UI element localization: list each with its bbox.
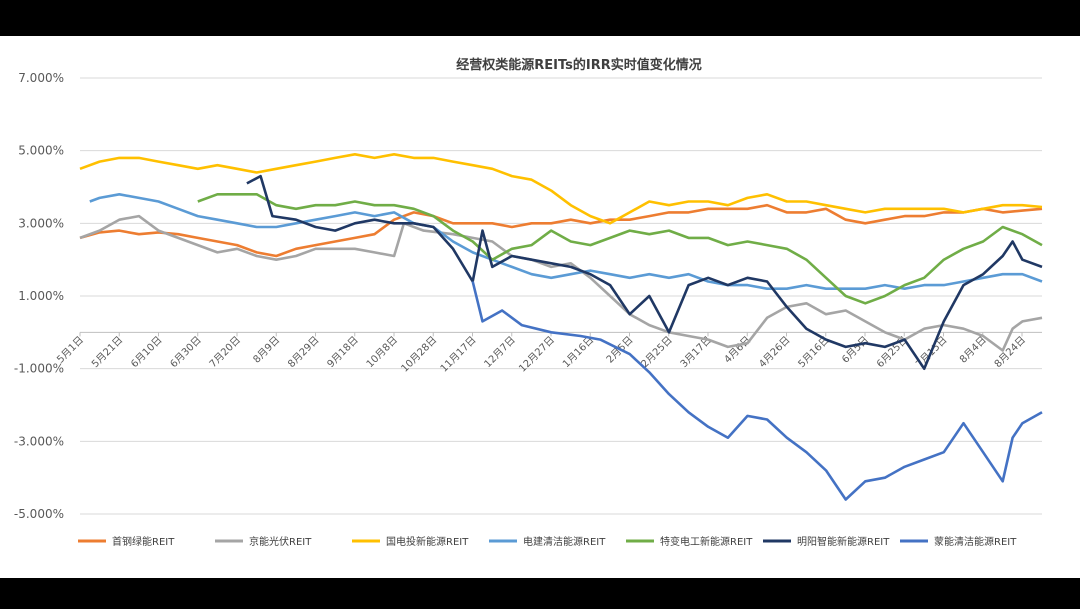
grid-lines (80, 77, 1042, 515)
x-tick-label: 10月8日 (364, 334, 400, 370)
x-tick-label: 9月18日 (325, 334, 361, 370)
x-tick-label: 1月16日 (560, 334, 596, 370)
x-tick-label: 7月20日 (207, 334, 243, 370)
chart-frame: 经营权类能源REITs的IRR实时值变化情况 7.000% 5.000% 3.000… (0, 36, 1080, 578)
y-tick-label: -1.000% (14, 362, 64, 376)
y-tick-label: -3.000% (14, 434, 64, 448)
x-tick-label: 2月25日 (639, 334, 675, 370)
x-tick-label: 6月10日 (128, 334, 164, 370)
x-tick-label: 8月9日 (251, 334, 283, 366)
line-chart: 经营权类能源REITs的IRR实时值变化情况 7.000% 5.000% 3.000… (14, 57, 1043, 548)
legend-label: 京能光伏REIT (249, 535, 312, 548)
x-tick-label: 12月7日 (482, 334, 518, 370)
legend-label: 电建清洁能源REIT (523, 535, 606, 548)
x-tick-label: 6月5日 (839, 334, 871, 366)
series-line-3 (89, 193, 1043, 290)
series-line-6 (471, 281, 1043, 501)
series-line-0 (79, 203, 1043, 258)
x-tick-label: 6月30日 (168, 334, 204, 370)
x-tick-label: 4月26日 (756, 334, 792, 370)
x-tick-label: 5月21日 (89, 334, 125, 370)
y-tick-label: 1.000% (18, 289, 64, 303)
y-tick-label: 3.000% (18, 216, 64, 230)
legend: 首钢绿能REIT 京能光伏REIT 国电投新能源REIT 电建清洁能源REIT 特变电工… (78, 535, 1017, 548)
x-tick-label: 8月29日 (285, 334, 321, 370)
y-axis-ticks: 7.000% 5.000% 3.000% 1.000% -1.000% -3.000% -5… (14, 71, 64, 521)
chart-title: 经营权类能源REITs的IRR实时值变化情况 (456, 57, 701, 73)
series-lines (79, 153, 1043, 501)
y-tick-label: 5.000% (18, 144, 64, 158)
series-line-2 (79, 153, 1043, 225)
x-tick-label: 4月6日 (722, 334, 754, 366)
x-tick-label: 8月4日 (957, 334, 989, 366)
series-line-4 (197, 193, 1043, 305)
series-line-5 (246, 174, 1043, 370)
x-tick-label: 8月24日 (992, 334, 1028, 370)
legend-label: 特变电工新能源REIT (660, 535, 753, 548)
y-tick-label: -5.000% (14, 507, 64, 521)
legend-label: 明阳智能新能源REIT (797, 535, 890, 548)
series-line-1 (79, 214, 1043, 352)
legend-label: 蒙能清洁能源REIT (934, 535, 1017, 548)
y-tick-label: 7.000% (18, 71, 64, 85)
legend-label: 国电投新能源REIT (386, 535, 469, 548)
legend-label: 首钢绿能REIT (112, 535, 175, 548)
x-tick-label: 5月1日 (54, 334, 86, 366)
